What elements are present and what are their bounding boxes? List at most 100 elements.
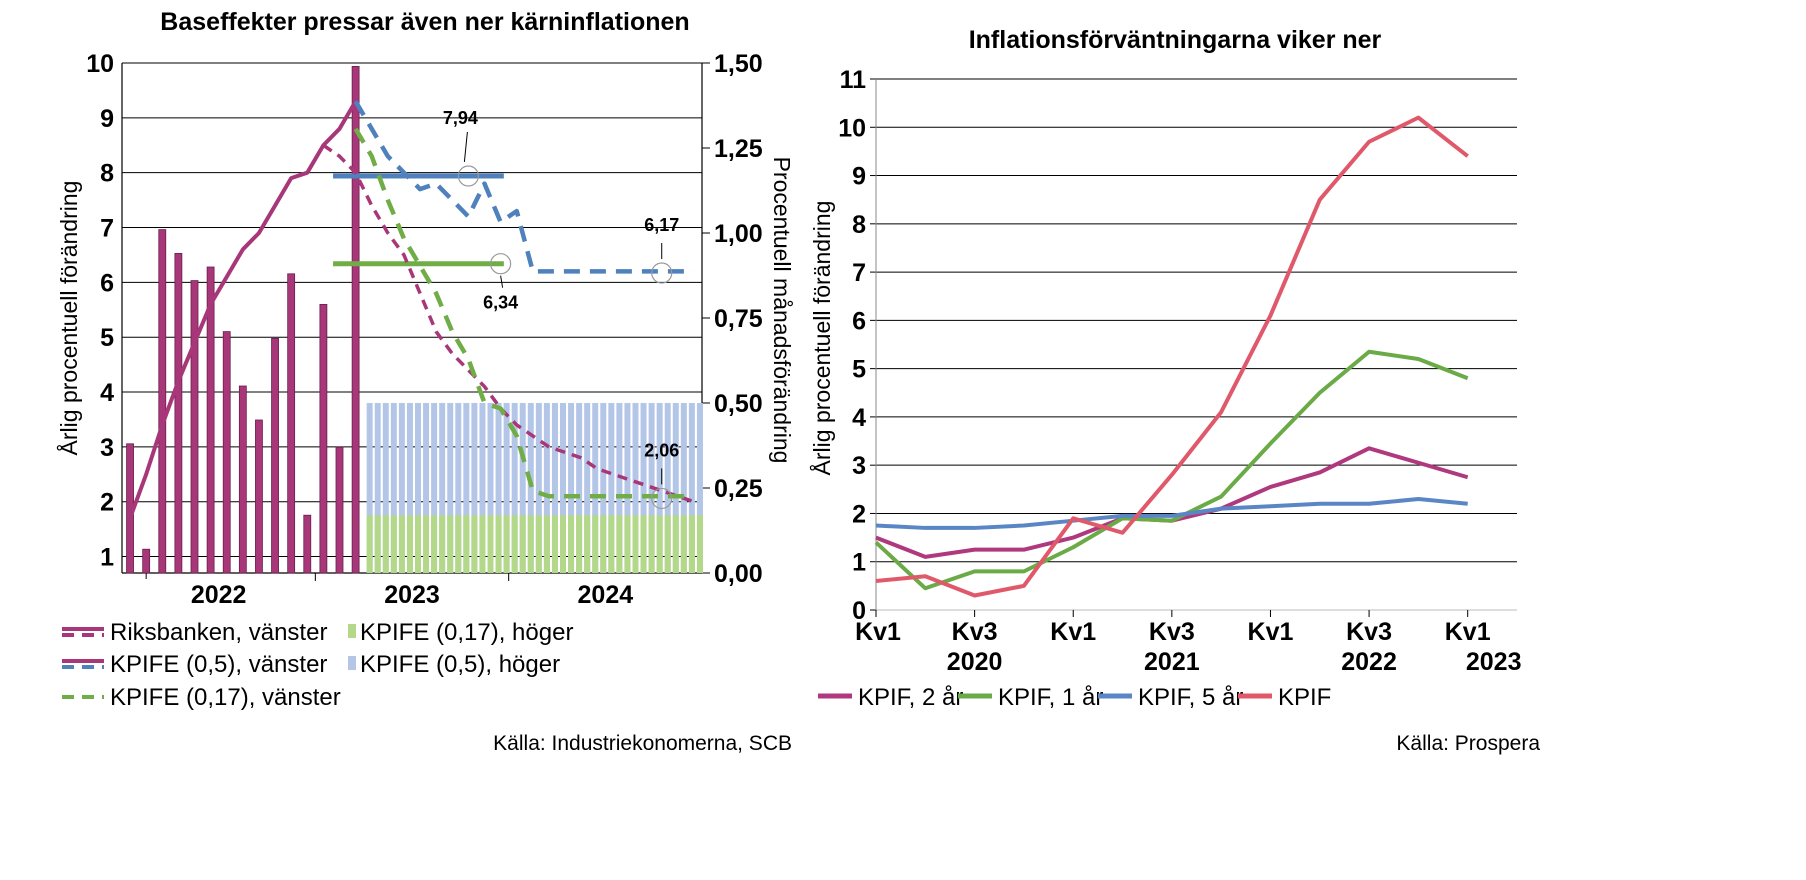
chart2-ytick: 1: [852, 549, 866, 577]
chart1-annotation-label: 7,94: [443, 108, 478, 128]
chart1-bar-kpife017-hoger: [471, 515, 478, 573]
chart1-bar-kpife017-hoger: [423, 515, 430, 573]
chart2-xtick-year: 2022: [1341, 648, 1397, 676]
chart1-bar-kpife05-hoger: [415, 403, 421, 573]
chart1-ytick-left: 2: [100, 489, 114, 517]
chart2-ytick: 8: [852, 211, 866, 239]
chart1-annotation-marker: [651, 487, 673, 510]
chart1-bar-kpife05-hoger: [447, 403, 454, 573]
chart1-series-line: [353, 100, 694, 274]
chart1-bar-kpife017-hoger: [503, 515, 510, 573]
chart1-bar-kpife017-hoger: [592, 515, 599, 573]
chart1-ytick-left: 9: [100, 105, 114, 133]
chart1-bar-monthly: [158, 229, 167, 574]
chart1-bar-kpife017-hoger: [406, 515, 413, 573]
chart1-xtick-year: 2024: [578, 581, 634, 609]
chart2-ytick: 5: [852, 356, 866, 384]
chart1-bar-kpife017-hoger: [447, 515, 454, 573]
chart1-bar-kpife05-hoger: [471, 403, 478, 573]
chart1-bar-kpife05-hoger: [624, 403, 631, 573]
chart2-xtick-quarter: Kv1: [855, 618, 901, 646]
chart1-bar-kpife05-hoger: [431, 403, 438, 573]
chart-base-effects: Baseffekter pressar även ner kärninflati…: [55, 8, 795, 755]
chart1-ytick-left: 7: [100, 215, 114, 243]
chart1-annotation-label: 6,34: [483, 293, 518, 313]
chart1-bar-kpife05-hoger: [592, 403, 599, 573]
chart1-bar-kpife05-hoger: [608, 403, 615, 573]
chart2-xtick-quarter: Kv3: [1149, 618, 1195, 646]
chart2-ytick: 4: [852, 404, 866, 432]
chart1-ylabel-right: Procentuell månadsförändring: [769, 157, 795, 464]
chart1-bar-kpife017-hoger: [560, 515, 566, 573]
chart2-ytick: 9: [852, 163, 866, 191]
chart1-ytick-left: 10: [86, 50, 114, 78]
chart1-bar-monthly: [319, 303, 328, 574]
chart2-xtick-year: 2023: [1466, 648, 1522, 676]
chart1-bar-kpife05-hoger: [632, 403, 639, 573]
chart1-legend-label: Riksbanken, vänster: [110, 619, 327, 646]
chart1-ytick-right: 0,50: [714, 390, 763, 418]
chart1-series-line: [322, 143, 695, 504]
chart1-bar-kpife05-hoger: [495, 403, 502, 573]
chart1-series-line: [353, 127, 694, 499]
chart1-annotation-marker: [457, 165, 479, 187]
chart1-title: Baseffekter pressar även ner kärninflati…: [160, 8, 689, 36]
chart1-bar-monthly: [335, 446, 344, 574]
chart2-ylabel: Årlig procentuell förändring: [808, 201, 835, 476]
chart1-bar-kpife017-hoger: [640, 515, 647, 573]
chart1-ytick-left: 8: [100, 160, 114, 188]
chart1-bar-kpife017-hoger: [527, 515, 534, 573]
chart2-xtick-quarter: Kv1: [1445, 618, 1491, 646]
chart1-bar-kpife017-hoger: [624, 515, 631, 573]
chart1-ytick-left: 4: [100, 379, 114, 407]
chart1-bar-kpife017-hoger: [576, 515, 583, 573]
chart1-bar-kpife05-hoger: [672, 403, 679, 573]
chart1-legend-label: KPIFE (0,17), höger: [360, 619, 573, 646]
chart1-bar-kpife05-hoger: [398, 403, 405, 573]
chart1-bar-kpife017-hoger: [688, 515, 695, 573]
chart1-series-line: [128, 100, 358, 519]
chart2-title: Inflationsförväntningarna viker ner: [969, 26, 1382, 54]
chart2-ytick: 3: [852, 452, 866, 480]
chart2-ytick: 6: [852, 307, 866, 335]
chart1-bar-kpife017-hoger: [390, 515, 397, 573]
chart1-bar-kpife05-hoger: [423, 403, 430, 573]
chart1-bar-monthly: [206, 266, 215, 574]
chart1-bar-kpife05-hoger: [487, 403, 494, 573]
chart1-bar-kpife05-hoger: [511, 403, 518, 573]
chart1-legend-label: KPIFE (0,5), höger: [360, 651, 560, 678]
chart1-bar-kpife017-hoger: [511, 515, 518, 573]
chart1-bar-kpife05-hoger: [382, 403, 389, 573]
chart1-bar-kpife017-hoger: [584, 515, 591, 573]
chart1-bar-kpife017-hoger: [664, 515, 671, 573]
chart1-bar-kpife017-hoger: [374, 515, 381, 573]
chart1-ytick-right: 0,00: [714, 560, 763, 588]
chart1-bar-kpife017-hoger: [439, 515, 446, 573]
chart1-bar-monthly: [255, 419, 263, 574]
chart1-bar-kpife017-hoger: [632, 515, 639, 573]
chart2-source: Källa: Prospera: [1396, 732, 1540, 755]
chart1-bar-kpife05-hoger: [640, 403, 647, 573]
chart1-bar-kpife05-hoger: [439, 403, 446, 573]
chart1-bar-kpife05-hoger: [656, 403, 663, 573]
chart1-ytick-right: 1,00: [714, 220, 763, 248]
chart1-bar-kpife05-hoger: [527, 403, 534, 573]
chart1-ytick-left: 5: [100, 324, 114, 352]
chart1-bar-monthly: [190, 280, 199, 574]
chart1-legend-label: KPIFE (0,17), vänster: [110, 684, 341, 711]
chart1-bar-kpife017-hoger: [415, 515, 421, 573]
chart2-ytick: 2: [852, 500, 866, 528]
chart1-bar-kpife017-hoger: [382, 515, 389, 573]
chart1-bar-kpife05-hoger: [584, 403, 591, 573]
chart1-bar-monthly: [142, 548, 151, 574]
chart1-xtick-year: 2023: [384, 581, 440, 609]
chart1-bar-kpife017-hoger: [543, 515, 550, 573]
chart2-legend-label: KPIF, 5 år: [1138, 684, 1243, 711]
chart1-bar-kpife017-hoger: [431, 515, 438, 573]
chart1-bar-kpife05-hoger: [551, 403, 558, 573]
chart1-bar-kpife017-hoger: [479, 515, 486, 573]
chart1-annotation-label: 6,17: [644, 215, 679, 235]
chart1-bar-monthly: [271, 337, 279, 574]
